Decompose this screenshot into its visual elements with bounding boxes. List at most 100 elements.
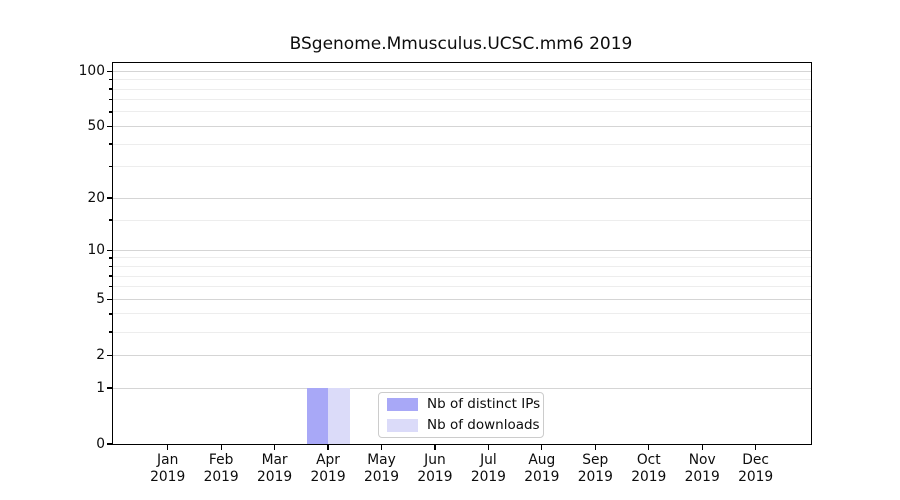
- x-tick-label: Mar 2019: [240, 452, 310, 485]
- gridline-major: [113, 387, 811, 389]
- legend-swatch-distinct-ips: [387, 398, 418, 411]
- x-tick: [327, 445, 329, 450]
- y-major-tick: [106, 70, 112, 72]
- gridline-major: [113, 125, 811, 127]
- y-tick-label: 2: [96, 346, 105, 363]
- x-tick: [487, 445, 489, 450]
- y-major-tick: [106, 298, 112, 300]
- x-tick-month: Oct: [636, 452, 661, 468]
- gridline-major: [113, 197, 811, 199]
- gridline-minor: [113, 275, 811, 277]
- x-tick-label: Nov 2019: [667, 452, 737, 485]
- x-tick-month: Dec: [742, 452, 769, 468]
- gridline-minor: [113, 79, 811, 81]
- x-tick-label: Aug 2019: [507, 452, 577, 485]
- bar-distinct-ips: [306, 388, 329, 444]
- x-tick-label: Oct 2019: [614, 452, 684, 485]
- x-tick-year: 2019: [203, 468, 239, 485]
- x-tick-year: 2019: [738, 468, 774, 485]
- x-tick-month: Jan: [157, 452, 179, 468]
- x-tick: [701, 445, 703, 450]
- y-major-tick: [106, 443, 112, 445]
- gridline-minor: [113, 266, 811, 267]
- y-tick-label: 50: [87, 117, 105, 134]
- x-tick-year: 2019: [363, 468, 400, 485]
- x-tick-year: 2019: [524, 468, 560, 485]
- x-tick: [380, 445, 383, 450]
- x-tick-label: Feb 2019: [186, 452, 256, 485]
- gridline-major: [113, 249, 811, 251]
- x-tick-year: 2019: [577, 468, 613, 485]
- legend-label-distinct-ips: Nb of distinct IPs: [427, 396, 541, 412]
- x-tick-month: Nov: [688, 452, 716, 468]
- x-tick: [167, 445, 169, 450]
- y-minor-tick: [108, 79, 112, 81]
- x-tick-label: Sep 2019: [560, 452, 630, 485]
- gridline-major: [113, 354, 811, 356]
- x-tick-year: 2019: [684, 468, 720, 485]
- y-tick-label: 10: [87, 241, 105, 258]
- x-tick-label: Jul 2019: [453, 452, 523, 485]
- y-major-tick: [106, 125, 112, 127]
- x-tick-label: May 2019: [347, 452, 417, 485]
- gridline-minor: [113, 111, 811, 113]
- x-tick-year: 2019: [417, 468, 453, 485]
- x-tick: [648, 445, 650, 450]
- gridline-minor: [113, 166, 811, 168]
- y-tick-label: 5: [96, 290, 105, 307]
- y-minor-tick: [108, 143, 112, 145]
- y-tick-label: 100: [78, 62, 105, 79]
- gridline-major: [113, 298, 811, 300]
- legend: Nb of distinct IPs Nb of downloads: [378, 392, 544, 438]
- x-tick: [755, 445, 757, 450]
- legend-item-downloads: Nb of downloads: [387, 417, 540, 434]
- x-tick-month: Feb: [208, 452, 234, 468]
- x-tick-year: 2019: [631, 468, 667, 485]
- x-tick-label: Jan 2019: [133, 452, 203, 485]
- y-minor-tick: [108, 111, 112, 113]
- y-minor-tick: [108, 166, 112, 168]
- y-tick-label: 0: [96, 435, 105, 452]
- y-minor-tick: [108, 313, 112, 315]
- chart-title: BSgenome.Mmusculus.UCSC.mm6 2019: [289, 34, 633, 54]
- gridline-minor: [113, 99, 811, 101]
- y-major-tick: [106, 197, 112, 199]
- y-minor-tick: [108, 219, 112, 221]
- y-minor-tick: [108, 99, 112, 101]
- x-tick-year: 2019: [150, 468, 186, 485]
- x-tick-year: 2019: [310, 468, 346, 485]
- legend-item-distinct-ips: Nb of distinct IPs: [387, 396, 540, 413]
- x-tick-label: Apr 2019: [293, 452, 363, 485]
- x-tick: [541, 445, 543, 450]
- y-tick-label: 20: [87, 189, 105, 206]
- y-minor-tick: [108, 88, 112, 90]
- gridline-major: [113, 70, 811, 72]
- legend-label-downloads: Nb of downloads: [427, 417, 540, 433]
- x-tick-month: Aug: [528, 452, 556, 468]
- x-tick: [434, 445, 436, 450]
- y-minor-tick: [108, 265, 112, 268]
- gridline-minor: [113, 331, 811, 333]
- gridline-minor: [113, 88, 811, 90]
- legend-swatch-downloads: [387, 419, 418, 432]
- x-tick-month: Jul: [480, 452, 497, 468]
- y-minor-tick: [108, 275, 112, 277]
- gridline-minor: [113, 257, 811, 259]
- y-minor-tick: [108, 286, 112, 288]
- x-tick-month: Mar: [261, 452, 288, 468]
- y-tick-label: 1: [96, 379, 105, 396]
- gridline-minor: [113, 286, 811, 288]
- x-tick-label: Jun 2019: [400, 452, 470, 485]
- plot-area: 0 1 2 5 10 20 50 100 Jan 2019 Feb 2019 Mar 2019 Apr 201…: [79, 62, 812, 485]
- x-tick-label: Dec 2019: [721, 452, 791, 485]
- y-minor-tick: [108, 257, 112, 259]
- x-tick-year: 2019: [470, 468, 506, 485]
- y-major-tick: [106, 354, 112, 356]
- x-tick-year: 2019: [257, 468, 293, 485]
- x-tick-month: Sep: [582, 452, 609, 468]
- x-tick-month: Apr: [316, 452, 340, 468]
- bar-downloads: [328, 388, 350, 444]
- gridline-minor: [113, 313, 811, 315]
- y-minor-tick: [108, 331, 112, 333]
